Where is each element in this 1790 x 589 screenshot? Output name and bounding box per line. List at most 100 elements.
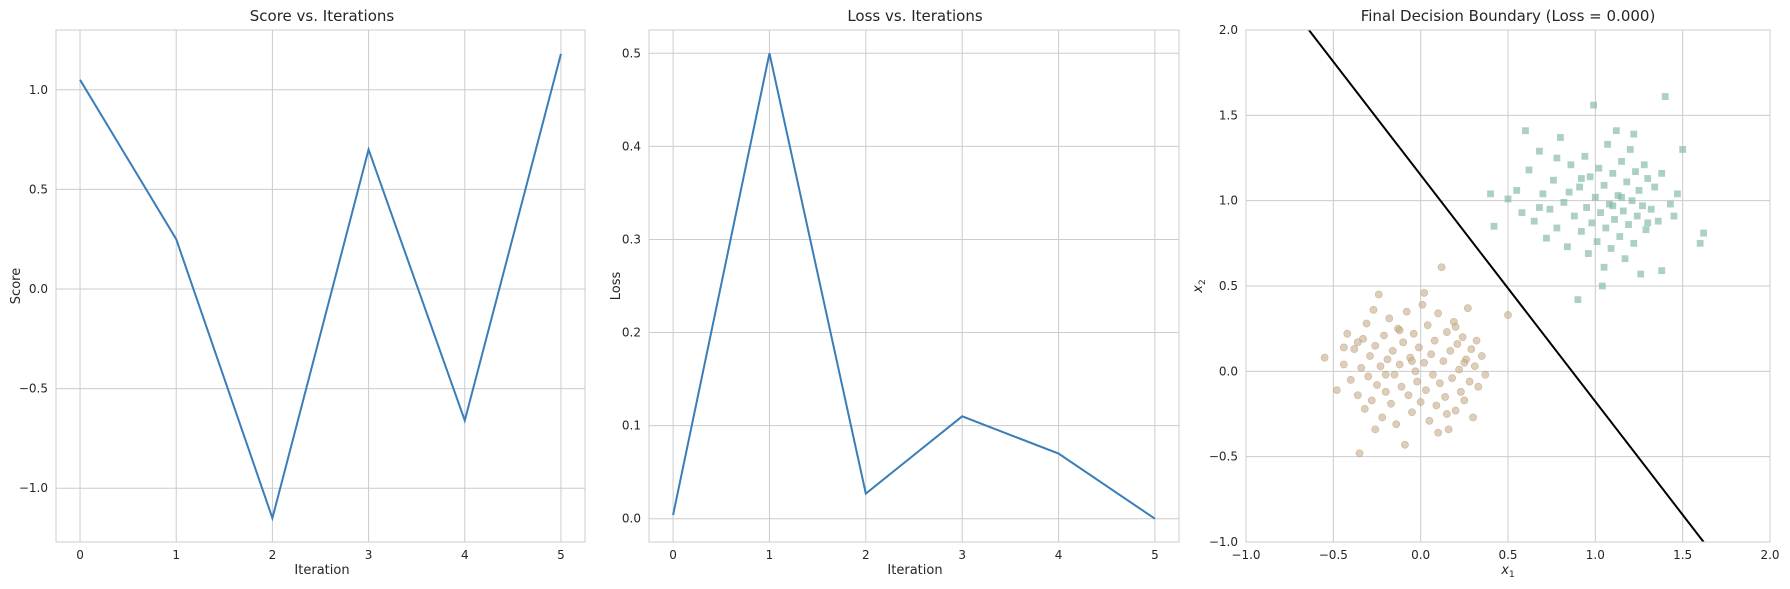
y-tick-label: −0.5 bbox=[1209, 450, 1238, 464]
class-a-point bbox=[1353, 391, 1362, 400]
class-b-point bbox=[1609, 169, 1617, 177]
class-a-point bbox=[1456, 387, 1465, 396]
class-a-point bbox=[1416, 398, 1425, 406]
class-a-point bbox=[1373, 381, 1381, 389]
class-a-point bbox=[1469, 413, 1477, 422]
class-b-point bbox=[1553, 224, 1561, 232]
y-tick-label: 1.5 bbox=[1219, 108, 1238, 122]
score-chart-title: Score vs. Iterations bbox=[250, 7, 395, 25]
class-b-point bbox=[1658, 169, 1666, 177]
class-a-point bbox=[1376, 362, 1385, 371]
class-b-point bbox=[1642, 226, 1650, 234]
class-b-point bbox=[1614, 192, 1622, 199]
y-tick-label: 0.1 bbox=[622, 419, 641, 433]
class-b-point bbox=[1577, 227, 1585, 235]
class-b-point bbox=[1602, 224, 1610, 232]
class-a-point bbox=[1465, 377, 1474, 386]
boundary-chart-points bbox=[1308, 29, 1708, 543]
x-tick-label: 3 bbox=[365, 548, 373, 562]
x-tick-label: 1.5 bbox=[1673, 548, 1692, 562]
class-b-point bbox=[1651, 183, 1659, 191]
class-b-point bbox=[1632, 168, 1639, 176]
class-b-point bbox=[1658, 267, 1666, 275]
loss-chart: Loss vs. Iterations 0 1 2 3 4 5 0.0 0.1 0.2 0.3 0.… bbox=[609, 7, 1180, 578]
class-b-point bbox=[1612, 127, 1620, 135]
class-b-point bbox=[1590, 101, 1597, 109]
boundary-chart: Final Decision Boundary (Loss = 0.000) −… bbox=[1191, 7, 1780, 580]
boundary-chart-xlabel-sub: 1 bbox=[1509, 570, 1515, 580]
y-tick-label: 0.5 bbox=[1219, 279, 1238, 293]
class-b-point bbox=[1605, 200, 1613, 208]
class-a-point bbox=[1442, 410, 1451, 418]
class-b-point bbox=[1674, 190, 1681, 198]
y-tick-label: 0.0 bbox=[1219, 364, 1238, 378]
class-a-point bbox=[1378, 413, 1387, 422]
loss-chart-xlabel: Iteration bbox=[887, 563, 942, 578]
class-b-point bbox=[1536, 147, 1543, 155]
class-b-point bbox=[1667, 200, 1674, 208]
score-chart-frame bbox=[55, 29, 586, 543]
y-tick-label: −0.5 bbox=[19, 382, 48, 396]
class-b-point bbox=[1586, 173, 1594, 181]
x-tick-label: −0.5 bbox=[1319, 548, 1348, 562]
class-a-point bbox=[1381, 370, 1390, 379]
class-a-point bbox=[1380, 331, 1388, 340]
class-a-point bbox=[1371, 425, 1380, 434]
class-b-point bbox=[1574, 296, 1582, 304]
class-a-point bbox=[1343, 329, 1352, 338]
class-b-point bbox=[1611, 216, 1618, 223]
class-b-point bbox=[1550, 176, 1557, 184]
class-b-point bbox=[1518, 209, 1526, 217]
class-b-point bbox=[1581, 152, 1589, 160]
x-tick-label: 5 bbox=[1151, 548, 1159, 562]
class-b-point bbox=[1654, 217, 1662, 225]
y-tick-label: 0.0 bbox=[29, 282, 48, 296]
class-a-point bbox=[1392, 420, 1401, 429]
class-b-point bbox=[1679, 146, 1687, 153]
class-a-point bbox=[1388, 346, 1397, 355]
class-a-point bbox=[1434, 428, 1443, 437]
class-a-point bbox=[1411, 367, 1420, 376]
boundary-chart-ylabel-main: x bbox=[1191, 285, 1206, 294]
score-chart-grid bbox=[56, 30, 585, 542]
class-b-point bbox=[1647, 205, 1655, 213]
class-a-point bbox=[1437, 263, 1446, 272]
class-b-point bbox=[1570, 212, 1578, 220]
boundary-chart-xlabel: x1 bbox=[1500, 563, 1514, 580]
class-a-point bbox=[1353, 338, 1362, 347]
class-b-point bbox=[1539, 190, 1547, 198]
class-b-point bbox=[1604, 140, 1611, 148]
class-b-point bbox=[1490, 222, 1498, 230]
class-a-point bbox=[1408, 357, 1416, 365]
x-tick-label: 0 bbox=[76, 548, 84, 562]
class-a-point bbox=[1350, 345, 1359, 354]
class-a-point bbox=[1428, 370, 1437, 379]
class-b-point bbox=[1546, 205, 1554, 213]
score-chart-ticks: 0 1 2 3 4 5 −1.0 −0.5 0.0 0.5 1.0 bbox=[19, 83, 565, 562]
class-b-point bbox=[1625, 221, 1632, 228]
class-a-point bbox=[1455, 365, 1463, 374]
class-b-point bbox=[1513, 187, 1521, 194]
class-b-point bbox=[1597, 209, 1604, 217]
class-a-point bbox=[1360, 404, 1369, 413]
class-a-point bbox=[1451, 323, 1460, 331]
loss-chart-ticks: 0 1 2 3 4 5 0.0 0.1 0.2 0.3 0.4 0.5 bbox=[622, 46, 1159, 562]
class-b-point bbox=[1560, 198, 1568, 206]
class-a-point bbox=[1441, 393, 1450, 401]
class-b-point bbox=[1567, 161, 1575, 169]
class-b-point bbox=[1553, 154, 1561, 162]
class-a-point bbox=[1425, 416, 1434, 425]
class-a-point bbox=[1366, 352, 1374, 360]
class-b-point bbox=[1600, 181, 1608, 189]
class-a-point bbox=[1408, 408, 1416, 417]
class-a-point bbox=[1404, 391, 1413, 400]
y-tick-label: 0.4 bbox=[622, 139, 641, 153]
class-b-point bbox=[1633, 212, 1641, 220]
class-a-point bbox=[1383, 355, 1392, 364]
class-a-point bbox=[1460, 358, 1469, 367]
boundary-chart-ylabel-sub: 2 bbox=[1198, 279, 1208, 285]
class-a-point bbox=[1395, 360, 1404, 369]
class-a-point bbox=[1420, 358, 1429, 367]
class-b-point bbox=[1640, 161, 1648, 169]
